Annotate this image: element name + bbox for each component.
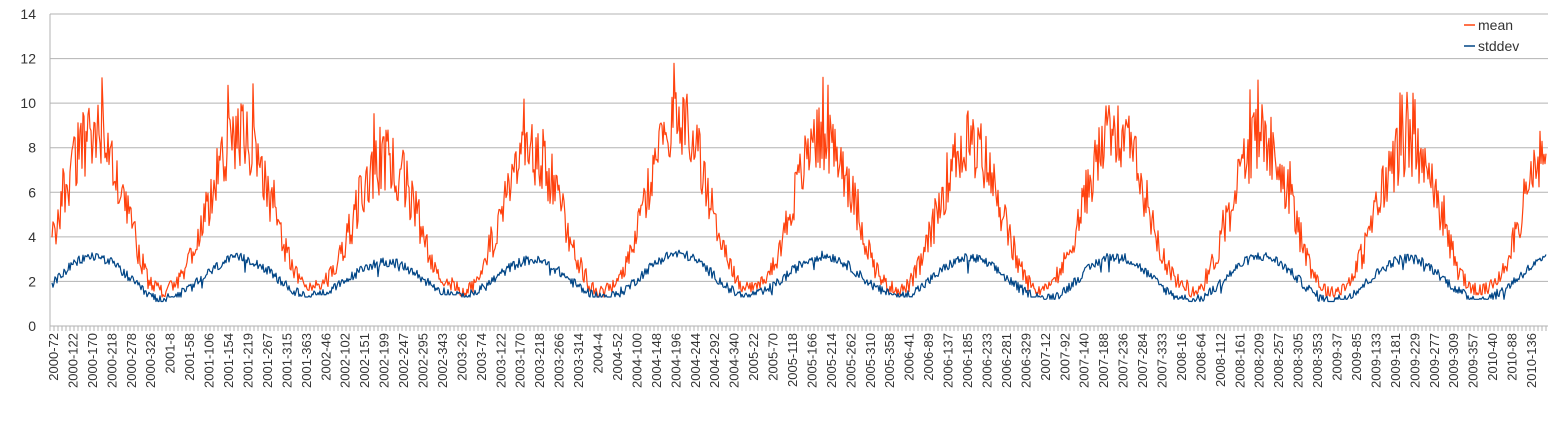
x-tick-label: 2005-22 [746,333,761,381]
x-tick-label: 2000-72 [46,333,61,381]
x-tick-label: 2004-292 [707,333,722,388]
x-tick-label: 2003-266 [552,333,567,388]
x-tick-label: 2008-161 [1232,333,1247,388]
legend-label-stddev: stddev [1478,38,1519,54]
x-tick-label: 2007-333 [1155,333,1170,388]
x-tick-label: 2001-363 [299,333,314,388]
x-tick-label: 2000-122 [65,333,80,388]
x-tick-label: 2002-343 [435,333,450,388]
x-tick-label: 2006-41 [902,333,917,381]
x-tick-label: 2003-170 [513,333,528,388]
x-tick-label: 2009-357 [1466,333,1481,388]
x-tick-label: 2004-340 [727,333,742,388]
x-tick-label: 2008-16 [1174,333,1189,381]
x-tick-label: 2008-257 [1271,333,1286,388]
x-tick-label: 2009-133 [1368,333,1383,388]
x-tick-label: 2009-229 [1407,333,1422,388]
x-tick-label: 2002-295 [416,333,431,388]
x-tick-label: 2004-52 [610,333,625,381]
x-tick-label: 2004-4 [591,333,606,373]
x-tick-label: 2004-244 [688,333,703,388]
x-tick-label: 2003-218 [532,333,547,388]
x-tick-label: 2002-199 [377,333,392,388]
gridlines [49,13,1548,327]
x-tick-label: 2006-89 [921,333,936,381]
x-axis-ticks: 2000-72 2000-122 2000-170 2000-218 2000-278 2… [46,326,1547,388]
x-tick-label: 2005-310 [863,333,878,388]
x-tick-label: 2008-353 [1310,333,1325,388]
x-tick-label: 2003-26 [454,333,469,381]
x-tick-label: 2009-37 [1330,333,1345,381]
x-tick-label: 2001-106 [202,333,217,388]
x-tick-label: 2002-46 [318,333,333,381]
x-tick-label: 2010-136 [1524,333,1539,388]
x-tick-label: 2010-88 [1505,333,1520,381]
y-tick-label: 6 [28,184,36,200]
y-tick-label: 14 [20,6,36,22]
x-tick-label: 2005-118 [785,333,800,387]
x-tick-label: 2008-209 [1252,333,1267,388]
x-tick-label: 2002-151 [357,333,372,388]
x-tick-label: 2007-140 [1077,333,1092,388]
x-tick-label: 2007-12 [1038,333,1053,381]
x-tick-label: 2005-358 [882,333,897,388]
x-tick-label: 2005-70 [766,333,781,381]
x-tick-label: 2004-196 [668,333,683,388]
x-tick-label: 2000-326 [143,333,158,388]
x-tick-label: 2006-137 [941,333,956,388]
x-tick-label: 2009-85 [1349,333,1364,381]
y-tick-label: 10 [20,95,36,111]
x-tick-label: 2000-218 [104,333,119,388]
x-tick-label: 2008-112 [1213,333,1228,387]
x-tick-label: 2008-305 [1291,333,1306,388]
x-tick-label: 2009-309 [1446,333,1461,388]
x-tick-label: 2010-40 [1485,333,1500,381]
legend-label-mean: mean [1478,17,1513,33]
x-tick-label: 2009-181 [1388,333,1403,388]
y-axis-ticks: 0 2 4 6 8 10 12 14 [20,6,36,334]
x-tick-label: 2004-148 [649,333,664,388]
x-axis-minor-ticks [49,326,1547,331]
x-tick-label: 2003-314 [571,333,586,388]
x-tick-label: 2007-188 [1096,333,1111,388]
x-tick-label: 2001-8 [163,333,178,373]
x-tick-label: 2006-185 [960,333,975,388]
x-tick-label: 2006-233 [979,333,994,388]
x-tick-label: 2000-170 [85,333,100,388]
legend: mean stddev [1464,17,1519,54]
series-line-mean [51,62,1547,298]
x-tick-label: 2007-236 [1116,333,1131,388]
x-tick-label: 2001-267 [260,333,275,388]
x-tick-label: 2001-58 [182,333,197,381]
series-lines [51,62,1547,303]
x-tick-label: 2005-214 [824,333,839,388]
x-tick-label: 2005-262 [843,333,858,388]
x-tick-label: 2005-166 [804,333,819,388]
y-tick-label: 0 [28,318,36,334]
series-line-stddev [51,249,1547,303]
x-tick-label: 2001-219 [240,333,255,388]
y-tick-label: 8 [28,140,36,156]
y-tick-label: 12 [20,51,36,67]
x-tick-label: 2002-247 [396,333,411,388]
x-tick-label: 2007-284 [1135,333,1150,388]
y-tick-label: 4 [28,229,36,245]
x-tick-label: 2003-74 [474,333,489,381]
x-tick-label: 2006-329 [1018,333,1033,388]
x-tick-label: 2007-92 [1057,333,1072,381]
y-tick-label: 2 [28,273,36,289]
x-tick-label: 2001-315 [279,333,294,388]
x-tick-label: 2009-277 [1427,333,1442,388]
x-tick-label: 2000-278 [124,333,139,388]
x-tick-label: 2003-122 [493,333,508,388]
x-tick-label: 2006-281 [999,333,1014,388]
x-tick-label: 2004-100 [629,333,644,388]
x-tick-label: 2002-102 [338,333,353,388]
x-tick-label: 2008-64 [1193,333,1208,381]
x-tick-label: 2001-154 [221,333,236,388]
